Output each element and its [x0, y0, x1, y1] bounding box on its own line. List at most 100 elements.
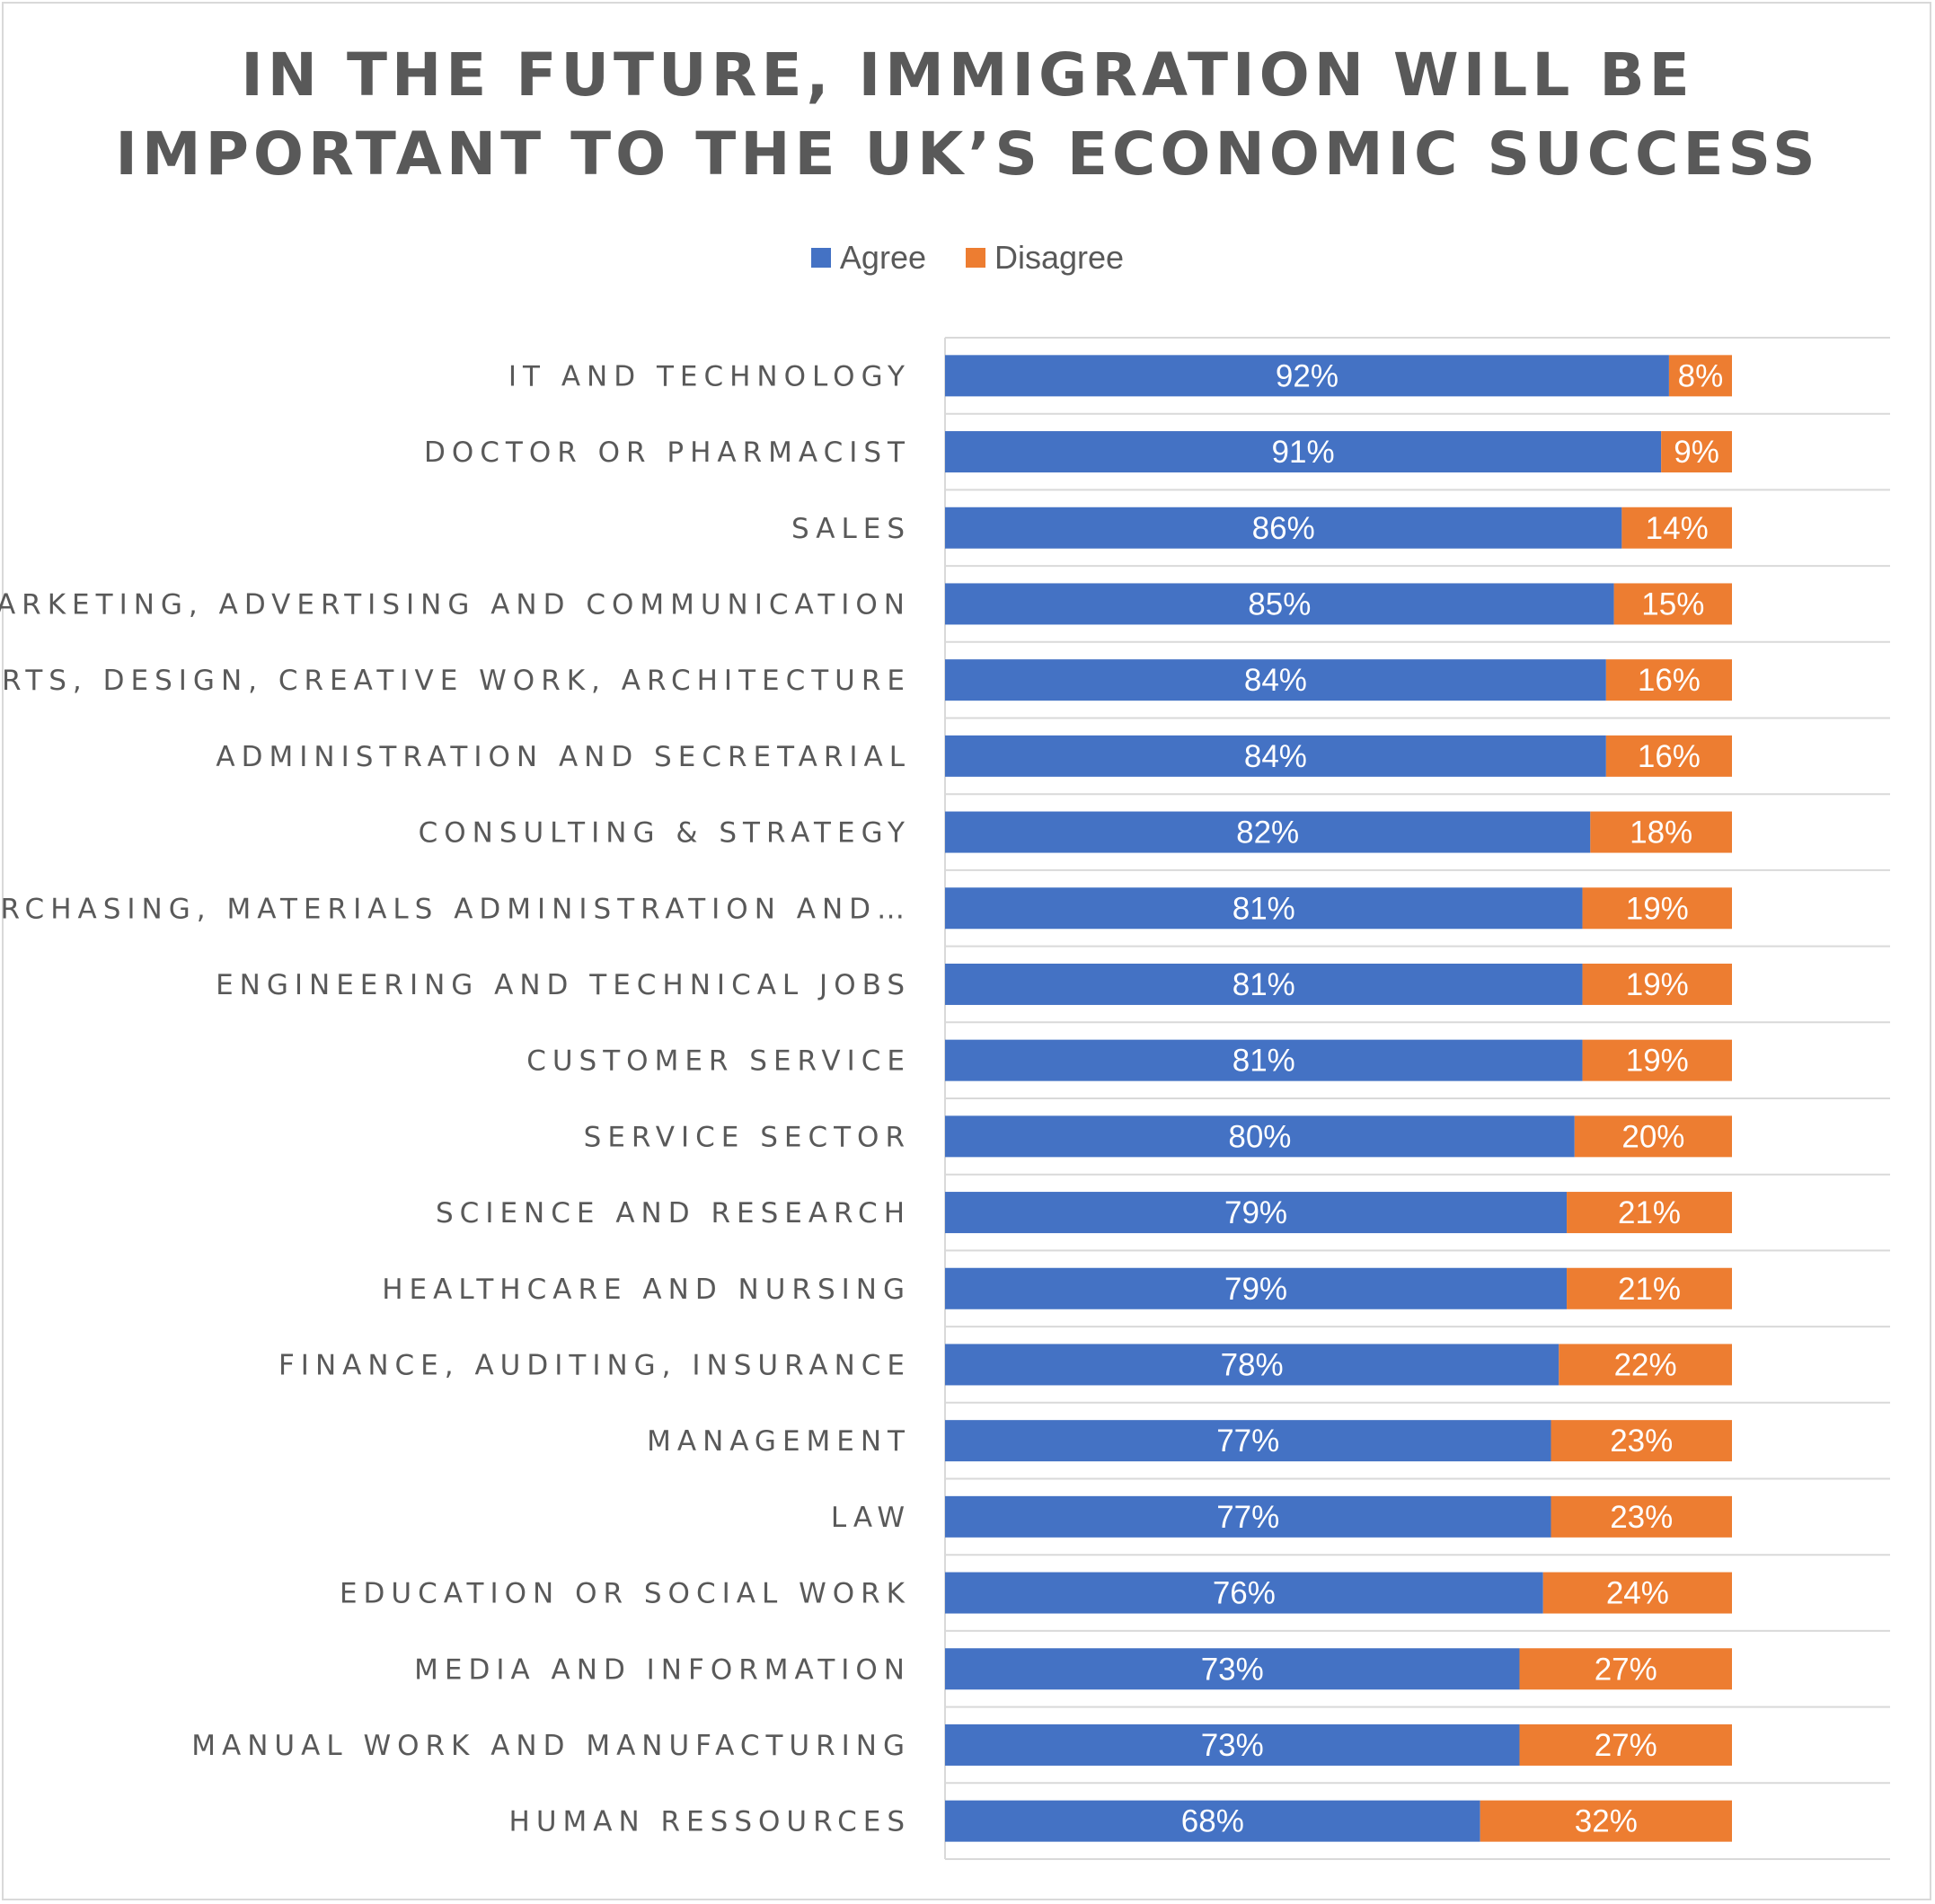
data-label-agree: 84% — [1244, 739, 1307, 774]
grid-layer — [944, 337, 1890, 1860]
bar-disagree — [1605, 735, 1732, 777]
legend-item-disagree: Disagree — [966, 239, 1124, 277]
category-label: MANUAL WORK AND MANUFACTURING — [191, 1730, 911, 1762]
bar-agree — [945, 811, 1591, 853]
data-label-agree: 78% — [1221, 1347, 1284, 1382]
bar-disagree — [1551, 1495, 1732, 1538]
chart-title-line-2: IMPORTANT TO THE UK’S ECONOMIC SUCCESS — [115, 119, 1820, 189]
legend-label-agree: Agree — [839, 239, 926, 276]
category-label: MEDIA AND INFORMATION — [414, 1653, 911, 1686]
bar-agree — [945, 431, 1662, 473]
label-layer: IT AND TECHNOLOGY 92% 8% DOCTOR OR PHARMACI… — [0, 358, 1723, 1838]
data-label-disagree: 19% — [1626, 1044, 1689, 1079]
category-label: HUMAN RESSOURCES — [509, 1806, 911, 1838]
data-label-agree: 82% — [1236, 815, 1299, 851]
data-label-disagree: 27% — [1595, 1728, 1657, 1763]
bar-disagree — [1559, 1344, 1732, 1386]
bar-agree — [945, 1344, 1559, 1386]
data-label-agree: 81% — [1233, 891, 1295, 926]
data-label-disagree: 19% — [1626, 967, 1689, 1002]
bar-disagree — [1621, 507, 1732, 549]
category-label: FINANCE, AUDITING, INSURANCE — [278, 1349, 911, 1381]
bar-agree — [945, 1648, 1520, 1690]
bar-disagree — [1605, 659, 1732, 701]
data-label-disagree: 16% — [1638, 663, 1701, 698]
bar-agree — [945, 1267, 1568, 1309]
data-label-disagree: 21% — [1618, 1272, 1681, 1307]
category-label: LAW — [831, 1502, 911, 1534]
bar-agree — [945, 659, 1606, 701]
data-label-disagree: 19% — [1626, 891, 1689, 926]
bar-disagree — [1574, 1115, 1732, 1158]
bar-disagree — [1582, 963, 1732, 1005]
data-label-agree: 92% — [1276, 358, 1339, 393]
data-label-disagree: 21% — [1618, 1195, 1681, 1230]
data-label-agree: 81% — [1233, 967, 1295, 1002]
bar-disagree — [1613, 583, 1732, 625]
legend-swatch-disagree — [966, 248, 985, 268]
data-label-disagree: 16% — [1638, 739, 1701, 774]
data-label-agree: 86% — [1252, 511, 1315, 546]
bar-disagree — [1661, 431, 1732, 473]
data-label-disagree: 23% — [1610, 1424, 1673, 1459]
legend: Agree Disagree — [0, 235, 1935, 280]
data-label-agree: 79% — [1224, 1195, 1287, 1230]
data-label-agree: 68% — [1181, 1804, 1244, 1839]
bar-agree — [945, 1115, 1575, 1158]
category-label: PURCHASING, MATERIALS ADMINISTRATION AND… — [0, 893, 911, 925]
chart-title-line-1: IN THE FUTURE, IMMIGRATION WILL BE — [241, 40, 1694, 110]
category-label: SALES — [791, 513, 911, 545]
data-label-disagree: 14% — [1646, 511, 1709, 546]
category-label: MANAGEMENT — [647, 1425, 911, 1458]
data-label-agree: 91% — [1272, 435, 1335, 470]
bar-agree — [945, 1723, 1520, 1766]
data-label-agree: 80% — [1228, 1119, 1291, 1154]
data-label-agree: 84% — [1244, 663, 1307, 698]
data-label-agree: 73% — [1201, 1728, 1264, 1763]
bar-agree — [945, 963, 1583, 1005]
chart-title: IN THE FUTURE, IMMIGRATION WILL BE IMPOR… — [0, 36, 1935, 194]
bar-disagree — [1567, 1192, 1732, 1234]
bar-agree — [945, 355, 1669, 397]
bar-agree — [945, 1039, 1583, 1081]
bar-disagree — [1542, 1572, 1732, 1614]
data-label-agree: 77% — [1216, 1424, 1279, 1459]
category-label: SERVICE SECTOR — [584, 1121, 911, 1153]
data-label-disagree: 24% — [1606, 1576, 1669, 1611]
category-label: CONSULTING & STRATEGY — [419, 817, 911, 850]
bar-agree — [945, 507, 1622, 549]
legend-item-agree: Agree — [810, 239, 926, 277]
category-label: HEALTHCARE AND NURSING — [382, 1274, 911, 1306]
category-label: MARKETING, ADVERTISING AND COMMUNICATION — [0, 588, 911, 621]
bar-disagree — [1567, 1267, 1732, 1309]
bar-agree — [945, 1420, 1551, 1462]
bar-disagree — [1480, 1800, 1732, 1842]
bar-agree — [945, 1572, 1543, 1614]
data-label-agree: 79% — [1224, 1272, 1287, 1307]
bar-agree — [945, 887, 1583, 930]
bar-disagree — [1582, 887, 1732, 930]
data-label-agree: 81% — [1233, 1044, 1295, 1079]
bar-disagree — [1551, 1420, 1732, 1462]
bar-agree — [945, 1192, 1568, 1234]
bar-disagree — [1590, 811, 1732, 853]
data-label-disagree: 23% — [1610, 1500, 1673, 1535]
bar-agree — [945, 735, 1606, 777]
data-label-agree: 85% — [1248, 586, 1311, 621]
category-label: SCIENCE AND RESEARCH — [436, 1197, 911, 1230]
legend-label-disagree: Disagree — [994, 239, 1125, 276]
bar-agree — [945, 1495, 1551, 1538]
data-label-disagree: 27% — [1595, 1652, 1657, 1687]
category-label: IT AND TECHNOLOGY — [508, 360, 911, 392]
bar-disagree — [1519, 1723, 1732, 1766]
data-label-agree: 73% — [1201, 1652, 1264, 1687]
category-label: ENGINEERING AND TECHNICAL JOBS — [216, 969, 911, 1001]
category-label: CUSTOMER SERVICE — [526, 1045, 911, 1078]
data-label-agree: 76% — [1213, 1576, 1276, 1611]
legend-swatch-agree — [810, 248, 831, 268]
category-label: DOCTOR OR PHARMACIST — [424, 436, 911, 469]
data-label-disagree: 20% — [1621, 1119, 1684, 1154]
category-label: ADMINISTRATION AND SECRETARIAL — [216, 741, 911, 773]
data-label-disagree: 18% — [1630, 815, 1692, 851]
